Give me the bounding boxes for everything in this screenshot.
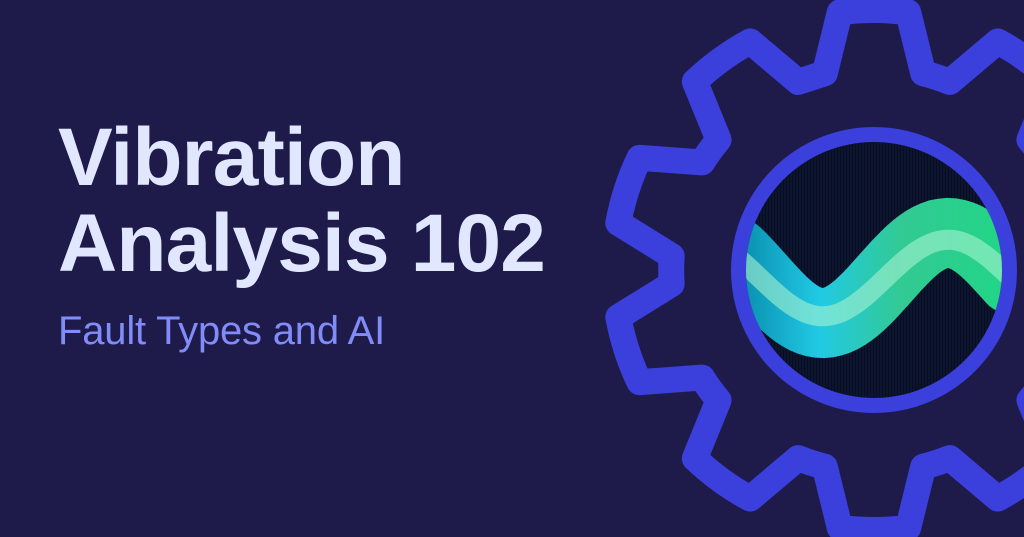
hero-subtitle: Fault Types and AI (58, 309, 678, 354)
hero-title: Vibration Analysis 102 (58, 115, 678, 287)
hero-banner: Vibration Analysis 102 Fault Types and A… (0, 0, 1024, 537)
gear-illustration (594, 0, 1024, 537)
title-line-1: Vibration (58, 112, 405, 203)
gear-icon (594, 0, 1024, 537)
text-block: Vibration Analysis 102 Fault Types and A… (58, 115, 678, 354)
title-line-2: Analysis 102 (58, 198, 545, 289)
